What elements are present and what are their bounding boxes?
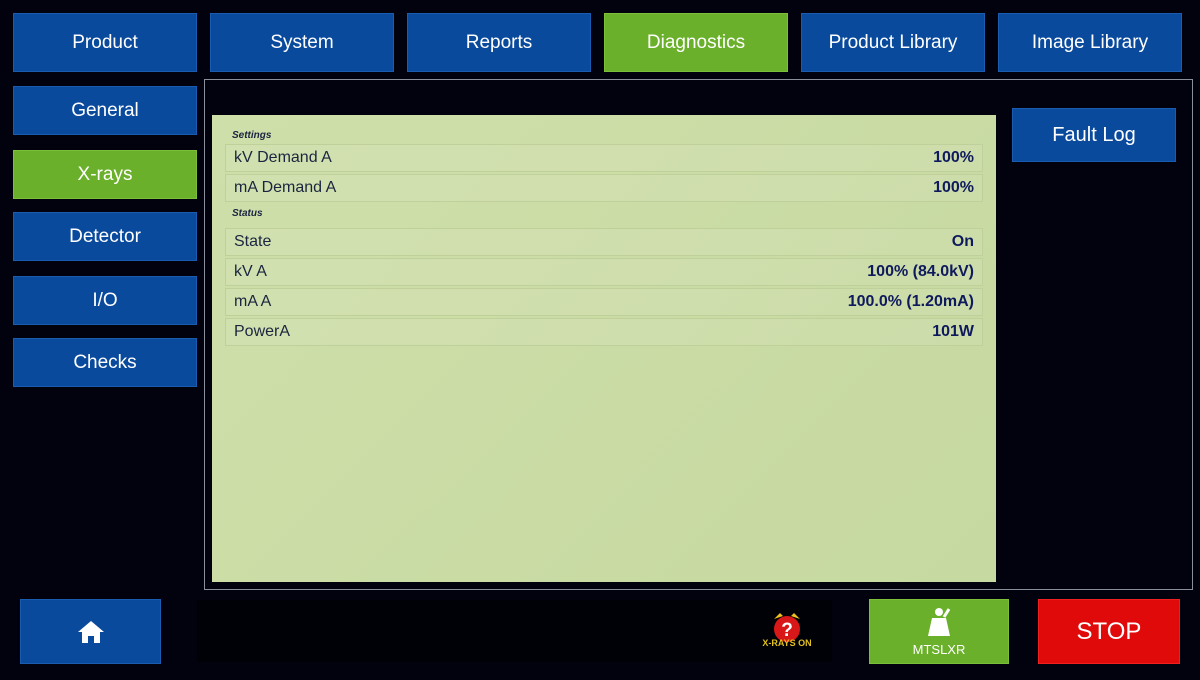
sidebar-item-x-rays[interactable]: X-rays	[13, 150, 197, 199]
row-label: mA A	[234, 293, 272, 310]
tab-product[interactable]: Product	[13, 13, 197, 72]
xrays-on-indicator[interactable]: ? X-RAYS ON	[752, 610, 822, 656]
row-value: 101W	[932, 323, 974, 340]
row-value: 100%	[933, 149, 974, 166]
table-row: PowerA 101W	[225, 318, 983, 346]
row-label: PowerA	[234, 323, 291, 340]
tab-image-library[interactable]: Image Library	[998, 13, 1182, 72]
fault-log-button[interactable]: Fault Log	[1012, 108, 1176, 162]
xray-diagnostics-panel: Settings kV Demand A 100% mA Demand A 100%…	[212, 115, 996, 582]
settings-section-title: Settings	[232, 130, 272, 141]
table-row: State On	[225, 228, 983, 256]
home-icon	[77, 620, 104, 643]
table-row: mA Demand A 100%	[225, 174, 983, 202]
row-label: kV A	[234, 263, 267, 280]
table-row: mA A 100.0% (1.20mA)	[225, 288, 983, 316]
user-label: MTSLXR	[912, 642, 966, 657]
row-value: On	[951, 233, 974, 250]
table-row: kV Demand A 100%	[225, 144, 983, 172]
row-value: 100.0% (1.20mA)	[847, 293, 974, 310]
status-section-title: Status	[232, 208, 263, 219]
row-label: State	[234, 233, 272, 250]
user-superhero-icon	[928, 608, 951, 636]
status-bar	[197, 600, 832, 662]
row-value: 100% (84.0kV)	[867, 263, 974, 280]
tab-product-library[interactable]: Product Library	[801, 13, 985, 72]
tab-diagnostics[interactable]: Diagnostics	[604, 13, 788, 72]
svg-text:?: ?	[781, 620, 793, 641]
sidebar-item-detector[interactable]: Detector	[13, 212, 197, 261]
row-value: 100%	[933, 179, 974, 196]
alarm-clock-icon: ?	[774, 613, 800, 642]
user-button[interactable]: MTSLXR	[869, 599, 1009, 664]
tab-system[interactable]: System	[210, 13, 394, 72]
sidebar-item-io[interactable]: I/O	[13, 276, 197, 325]
xrays-on-label: X-RAYS ON	[762, 638, 812, 648]
tab-reports[interactable]: Reports	[407, 13, 591, 72]
sidebar-item-checks[interactable]: Checks	[13, 338, 197, 387]
row-label: kV Demand A	[234, 149, 332, 166]
main-content-frame	[204, 79, 1193, 590]
sidebar-item-general[interactable]: General	[13, 86, 197, 135]
stop-button[interactable]: STOP	[1038, 599, 1180, 664]
table-row: kV A 100% (84.0kV)	[225, 258, 983, 286]
row-label: mA Demand A	[234, 179, 337, 196]
home-button[interactable]	[20, 599, 161, 664]
